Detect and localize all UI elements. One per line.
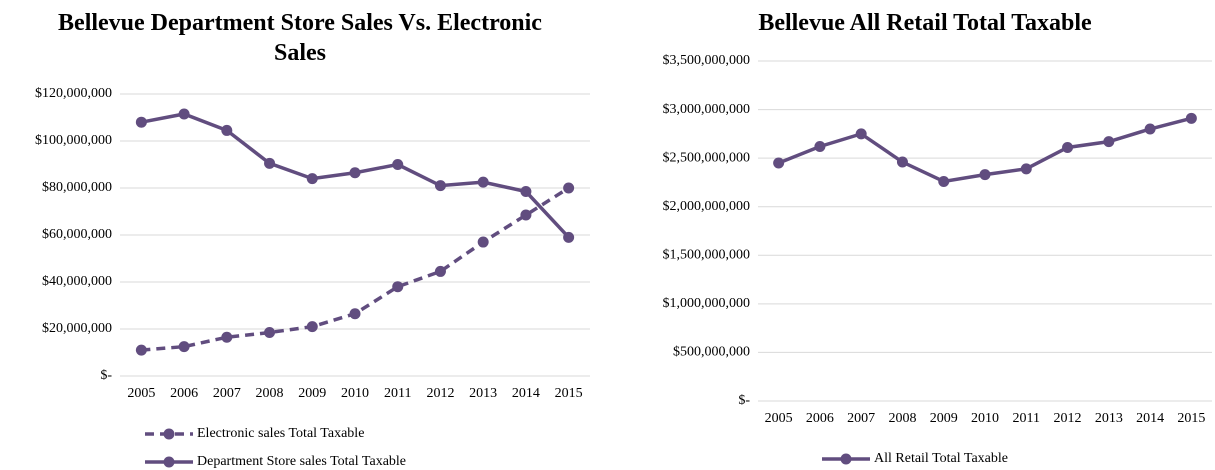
point bbox=[896, 156, 908, 168]
point bbox=[814, 140, 826, 152]
x-tick-label: 2006 bbox=[170, 386, 198, 401]
y-tick-label: $2,000,000,000 bbox=[663, 199, 751, 214]
point bbox=[392, 159, 404, 170]
y-tick-label: $2,500,000,000 bbox=[663, 150, 751, 165]
x-tick-label: 2009 bbox=[298, 386, 326, 401]
x-tick-label: 2008 bbox=[256, 386, 284, 401]
x-tick-label: 2013 bbox=[469, 386, 497, 401]
x-tick-label: 2015 bbox=[555, 386, 583, 401]
point bbox=[855, 128, 867, 140]
y-tick-label: $20,000,000 bbox=[42, 321, 112, 336]
point bbox=[178, 108, 190, 120]
point bbox=[563, 182, 575, 194]
x-tick-label: 2014 bbox=[1136, 411, 1164, 426]
series-line bbox=[141, 186, 570, 352]
y-tick-label: $3,500,000,000 bbox=[663, 53, 751, 68]
legend-label: All Retail Total Taxable bbox=[874, 451, 1008, 466]
point bbox=[477, 236, 489, 248]
x-tick-label: 2008 bbox=[888, 411, 916, 426]
x-tick-label: 2010 bbox=[971, 411, 999, 426]
x-tick-label: 2013 bbox=[1095, 411, 1123, 426]
y-tick-label: $120,000,000 bbox=[35, 86, 112, 101]
point bbox=[135, 344, 147, 356]
y-tick-label: $80,000,000 bbox=[42, 180, 112, 195]
point bbox=[306, 321, 318, 333]
chart-title: Bellevue All Retail Total Taxable bbox=[758, 10, 1092, 36]
x-tick-label: 2011 bbox=[1013, 411, 1040, 426]
y-tick-label: $500,000,000 bbox=[673, 345, 750, 360]
x-tick-label: 2011 bbox=[384, 386, 411, 401]
point bbox=[349, 308, 361, 320]
point bbox=[520, 186, 532, 198]
y-tick-label: $- bbox=[738, 393, 750, 408]
x-tick-label: 2005 bbox=[127, 386, 155, 401]
x-tick-label: 2007 bbox=[847, 411, 875, 426]
point bbox=[306, 173, 318, 185]
point bbox=[1103, 136, 1115, 148]
point bbox=[1185, 112, 1197, 124]
point bbox=[264, 157, 276, 169]
legend-marker bbox=[840, 453, 852, 465]
point bbox=[434, 265, 446, 277]
y-tick-label: $60,000,000 bbox=[42, 227, 112, 242]
y-tick-label: $3,000,000,000 bbox=[663, 102, 751, 117]
point bbox=[520, 209, 532, 221]
point bbox=[264, 327, 276, 339]
x-tick-label: 2005 bbox=[765, 411, 793, 426]
x-tick-label: 2012 bbox=[1054, 411, 1082, 426]
point bbox=[1020, 163, 1032, 175]
y-tick-label: $- bbox=[100, 368, 112, 383]
point bbox=[938, 175, 950, 187]
chart-title: Bellevue Department Store Sales Vs. Elec… bbox=[58, 10, 542, 66]
y-tick-label: $1,500,000,000 bbox=[663, 248, 751, 263]
x-tick-label: 2015 bbox=[1177, 411, 1205, 426]
x-tick-label: 2010 bbox=[341, 386, 369, 401]
x-tick-label: 2014 bbox=[512, 386, 540, 401]
x-tick-label: 2007 bbox=[213, 386, 241, 401]
y-tick-label: $100,000,000 bbox=[35, 133, 112, 148]
point bbox=[1062, 141, 1074, 153]
legend-label: Electronic sales Total Taxable bbox=[197, 426, 364, 441]
y-tick-label: $1,000,000,000 bbox=[663, 296, 751, 311]
point bbox=[563, 231, 575, 243]
point bbox=[178, 341, 190, 353]
point bbox=[392, 281, 404, 293]
legend-marker bbox=[163, 456, 175, 468]
x-tick-label: 2012 bbox=[426, 386, 454, 401]
point bbox=[221, 331, 233, 343]
point bbox=[979, 169, 991, 181]
point bbox=[135, 116, 147, 128]
point bbox=[349, 167, 361, 179]
y-tick-label: $40,000,000 bbox=[42, 274, 112, 289]
point bbox=[434, 180, 446, 192]
legend-label: Department Store sales Total Taxable bbox=[197, 454, 406, 469]
point bbox=[773, 157, 785, 169]
legend-marker bbox=[163, 428, 175, 440]
x-tick-label: 2006 bbox=[806, 411, 834, 426]
x-tick-label: 2009 bbox=[930, 411, 958, 426]
point bbox=[221, 124, 233, 136]
point bbox=[477, 176, 489, 188]
point bbox=[1144, 123, 1156, 135]
